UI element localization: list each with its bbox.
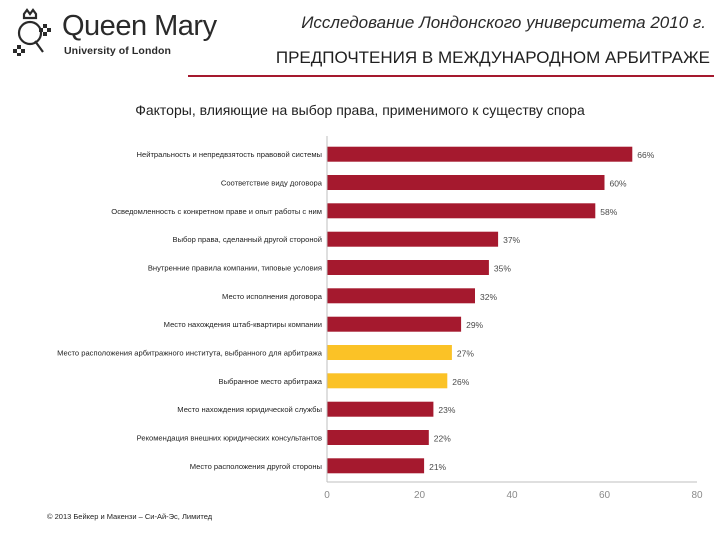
- category-label: Соответствие виду договора: [221, 179, 323, 188]
- bar: [327, 345, 452, 360]
- category-label: Нейтральность и непредвзятость правовой …: [137, 150, 323, 159]
- x-tick-label: 80: [691, 490, 703, 501]
- x-tick-label: 40: [506, 490, 518, 501]
- bar: [327, 373, 448, 389]
- x-tick-label: 20: [414, 490, 426, 501]
- bar: [327, 203, 596, 219]
- x-tick-label: 60: [599, 490, 611, 501]
- bar: [327, 401, 434, 417]
- header-divider: [188, 75, 714, 77]
- bar: [327, 316, 462, 332]
- bar: [327, 430, 429, 445]
- data-label: 35%: [494, 264, 511, 274]
- data-label: 66%: [637, 150, 654, 160]
- data-label: 26%: [452, 377, 469, 387]
- page-title: Исследование Лондонского университета 20…: [301, 13, 706, 32]
- university-logo: Queen Mary University of London: [8, 8, 217, 58]
- logo-name: Queen Mary: [62, 10, 217, 42]
- page-subtitle: ПРЕДПОЧТЕНИЯ В МЕЖДУНАРОДНОМ АРБИТРАЖЕ: [275, 48, 710, 67]
- category-label: Внутренние правила компании, типовые усл…: [148, 264, 322, 273]
- data-label: 27%: [457, 349, 474, 359]
- data-label: 22%: [434, 434, 451, 444]
- category-label: Выбор права, сделанный другой стороной: [173, 235, 323, 244]
- data-label: 58%: [600, 207, 617, 217]
- category-label: Место расположения арбитражного институт…: [57, 349, 323, 358]
- category-label: Место исполнения договора: [222, 292, 323, 301]
- category-label: Рекомендация внешних юридических консуль…: [137, 434, 322, 443]
- crest-icon: [13, 8, 51, 56]
- data-label: 37%: [503, 235, 520, 245]
- category-label: Место нахождения юридической службы: [177, 405, 322, 414]
- data-label: 23%: [438, 405, 455, 415]
- category-label: Место нахождения штаб-квартиры компании: [164, 320, 322, 329]
- data-label: 60%: [610, 179, 627, 189]
- data-label: 21%: [429, 462, 446, 472]
- category-label: Осведомленность с конкретном праве и опы…: [111, 207, 322, 216]
- copyright-text: © 2013 Бейкер и Макензи – Си-Ай-Эс, Лими…: [47, 512, 213, 521]
- x-tick-label: 0: [324, 490, 330, 501]
- bar: [327, 146, 633, 162]
- bar: [327, 175, 605, 190]
- chart-title: Факторы, влияющие на выбор права, примен…: [135, 102, 585, 118]
- category-label: Место расположения другой стороны: [190, 462, 322, 471]
- bar: [327, 458, 425, 474]
- data-label: 29%: [466, 320, 483, 330]
- data-label: 32%: [480, 292, 497, 302]
- bar: [327, 288, 475, 304]
- logo-subtitle: University of London: [64, 45, 171, 57]
- bar: [327, 260, 489, 275]
- category-label: Выбранное место арбитража: [219, 377, 323, 386]
- bar: [327, 231, 499, 247]
